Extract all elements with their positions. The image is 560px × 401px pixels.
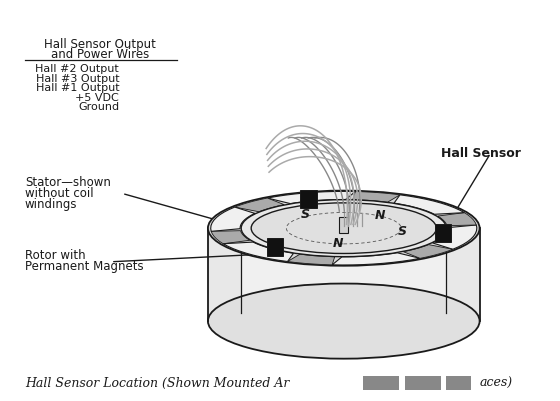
- FancyBboxPatch shape: [339, 217, 348, 233]
- Polygon shape: [241, 228, 446, 317]
- Polygon shape: [211, 207, 255, 231]
- Text: Hall Sensor Location (Shown Mounted Ar: Hall Sensor Location (Shown Mounted Ar: [25, 377, 290, 390]
- Polygon shape: [223, 242, 293, 261]
- FancyBboxPatch shape: [446, 376, 472, 390]
- Text: +5 VDC: +5 VDC: [76, 93, 119, 103]
- Polygon shape: [438, 213, 477, 226]
- Text: N: N: [375, 209, 385, 222]
- Text: Stator—shown: Stator—shown: [25, 176, 111, 189]
- Text: S: S: [398, 225, 407, 239]
- Polygon shape: [394, 195, 464, 214]
- FancyBboxPatch shape: [363, 376, 399, 390]
- Text: Hall Sensor: Hall Sensor: [441, 146, 521, 160]
- Polygon shape: [208, 228, 479, 321]
- Text: Hall #2 Output: Hall #2 Output: [35, 64, 119, 74]
- Polygon shape: [353, 192, 400, 202]
- Text: S: S: [301, 208, 310, 221]
- Text: and Power Wires: and Power Wires: [51, 49, 149, 61]
- Polygon shape: [235, 198, 284, 212]
- Ellipse shape: [208, 190, 479, 266]
- Text: Hall #1 Output: Hall #1 Output: [36, 83, 119, 93]
- Ellipse shape: [251, 203, 436, 253]
- Bar: [300, 190, 317, 208]
- FancyBboxPatch shape: [405, 376, 441, 390]
- Polygon shape: [403, 245, 453, 258]
- Text: N: N: [333, 237, 343, 250]
- Text: Ground: Ground: [78, 102, 119, 112]
- Bar: [267, 238, 283, 255]
- Text: Permanent Magnets: Permanent Magnets: [25, 260, 143, 273]
- Ellipse shape: [241, 200, 446, 257]
- Text: aces): aces): [479, 377, 513, 390]
- Text: windings: windings: [25, 198, 77, 211]
- Polygon shape: [287, 254, 335, 265]
- Polygon shape: [433, 225, 477, 249]
- Polygon shape: [211, 231, 250, 244]
- Polygon shape: [268, 191, 356, 204]
- Bar: [435, 224, 451, 242]
- Text: Rotor with: Rotor with: [25, 249, 86, 262]
- Ellipse shape: [208, 284, 479, 358]
- Polygon shape: [332, 253, 420, 265]
- Text: Hall Sensor Output: Hall Sensor Output: [44, 38, 156, 51]
- Text: Hall #3 Output: Hall #3 Output: [36, 74, 119, 84]
- Text: without coil: without coil: [25, 187, 94, 200]
